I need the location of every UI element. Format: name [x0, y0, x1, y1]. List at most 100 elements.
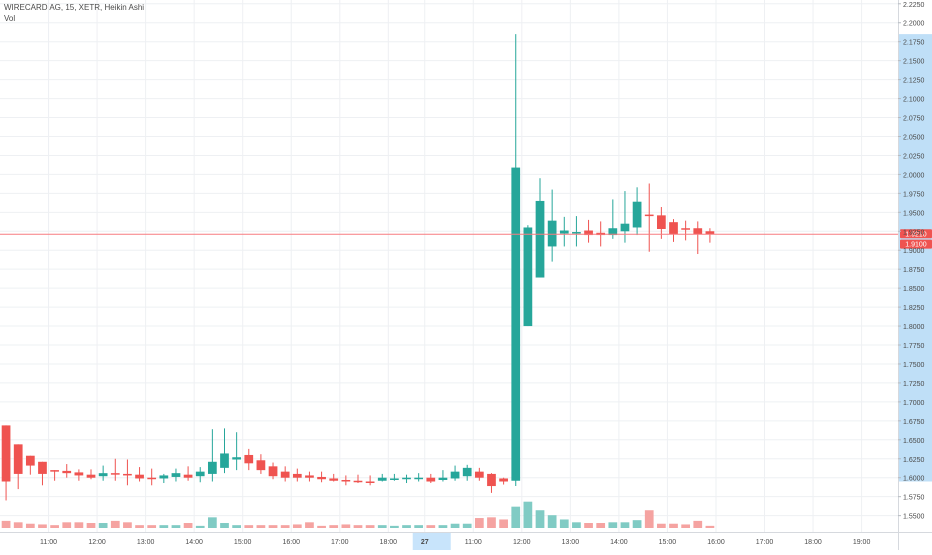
- candle-body: [135, 474, 144, 479]
- volume-bar: [317, 525, 326, 528]
- candle-body: [38, 461, 47, 474]
- candle-body: [353, 480, 363, 483]
- x-axis-tick-label: 11:00: [40, 539, 57, 546]
- x-axis-tick-label: 15:00: [234, 539, 252, 546]
- candle-body: [462, 467, 472, 477]
- volume-bar: [559, 519, 569, 528]
- volume-bar: [183, 523, 193, 528]
- volume-bar: [62, 522, 72, 528]
- y-axis-tick-label: 1.6750: [903, 419, 925, 426]
- candle-body: [632, 201, 642, 228]
- volume-bar: [535, 510, 545, 528]
- candle-body: [608, 228, 618, 236]
- y-axis-tick-label: 1.7750: [903, 343, 925, 350]
- y-axis-tick-label: 2.1750: [903, 40, 925, 47]
- volume-bar: [207, 517, 217, 528]
- candle-body: [183, 474, 193, 478]
- candle-body: [244, 454, 254, 464]
- volume-bar: [256, 525, 266, 528]
- candle-body: [559, 230, 569, 234]
- candle-body: [487, 473, 496, 487]
- volume-bar: [305, 522, 314, 528]
- volume-bar: [511, 506, 521, 528]
- y-axis-tick-label: 1.7250: [903, 381, 925, 388]
- x-axis-tick-label: 27: [421, 539, 429, 546]
- x-axis-tick-label: 15:00: [659, 539, 677, 546]
- candle-body: [523, 227, 533, 327]
- candle-body: [705, 231, 715, 235]
- y-axis-tick-label: 2.2000: [903, 21, 925, 28]
- volume-bar: [438, 525, 448, 528]
- y-axis-tick-label: 1.6000: [903, 476, 925, 483]
- price-marker-badge: [900, 229, 932, 239]
- volume-bar: [523, 501, 533, 528]
- volume-bar: [74, 522, 84, 528]
- x-axis-tick-label: 11:00: [465, 539, 482, 546]
- candle-body: [98, 473, 108, 477]
- candle-body: [62, 470, 72, 474]
- candle-body: [656, 215, 666, 229]
- y-axis-tick-label: 1.5500: [903, 514, 925, 521]
- y-axis-tick-label: 1.9750: [903, 191, 925, 198]
- volume-bar: [608, 522, 618, 528]
- candle-body: [50, 470, 59, 472]
- x-axis-tick-label: 17:00: [756, 539, 774, 546]
- volume-bar: [377, 525, 387, 528]
- candle-body: [511, 167, 521, 481]
- candle-body: [195, 471, 205, 477]
- candle-body: [292, 473, 302, 478]
- candle-body: [280, 471, 290, 478]
- volume-bar: [280, 525, 290, 528]
- y-axis-highlight-band: [899, 34, 932, 482]
- candle-body: [414, 477, 424, 480]
- volume-bar: [669, 523, 678, 528]
- x-axis-tick-label: 14:00: [185, 539, 203, 546]
- candle-body: [1, 425, 11, 482]
- candle-body: [499, 478, 508, 482]
- y-axis-tick-label: 2.2250: [903, 2, 925, 9]
- volume-bar: [25, 523, 35, 528]
- candle-body: [25, 455, 35, 466]
- y-axis-tick-label: 1.8250: [903, 305, 925, 312]
- candle-body: [535, 200, 545, 278]
- x-axis-tick-label: 19:00: [853, 539, 871, 546]
- x-axis-tick-label: 16:00: [282, 539, 300, 546]
- volume-bar: [390, 525, 399, 528]
- candle-body: [390, 478, 399, 480]
- volume-bar: [329, 525, 339, 528]
- candle-body: [693, 228, 703, 235]
- candle-body: [450, 471, 460, 479]
- x-axis-tick-label: 14:00: [610, 539, 628, 546]
- volume-bar: [656, 523, 666, 528]
- candle-body: [620, 223, 630, 232]
- candle-body: [86, 474, 96, 478]
- volume-legend-label: Vol: [4, 14, 16, 23]
- x-axis-date-marker: [412, 533, 451, 550]
- candle-body: [317, 476, 326, 480]
- volume-bar: [632, 520, 642, 528]
- volume-bars: [1, 501, 715, 528]
- volume-bar: [171, 525, 181, 528]
- y-axis-tick-label: 1.8500: [903, 286, 925, 293]
- volume-bar: [1, 520, 11, 528]
- y-axis-tick-label: 1.9250: [903, 229, 925, 236]
- candle-body: [584, 230, 593, 236]
- volume-bar: [450, 523, 460, 528]
- axis-backgrounds: [412, 34, 932, 550]
- volume-bar: [499, 519, 508, 528]
- y-axis-tick-label: 1.6500: [903, 438, 925, 445]
- candle-body: [402, 477, 411, 480]
- price-marker-label: 1.9210: [905, 231, 927, 238]
- x-axis-tick-label: 13:00: [562, 539, 580, 546]
- candle-body: [147, 477, 157, 480]
- candle-body: [426, 477, 436, 482]
- candle-body: [438, 477, 448, 480]
- y-axis-tick-label: 1.5750: [903, 495, 925, 502]
- y-axis-tick-label: 1.8750: [903, 267, 925, 274]
- y-axis-tick-label: 1.7000: [903, 400, 925, 407]
- volume-bar: [365, 525, 375, 528]
- x-axis-tick-label: 12:00: [88, 539, 106, 546]
